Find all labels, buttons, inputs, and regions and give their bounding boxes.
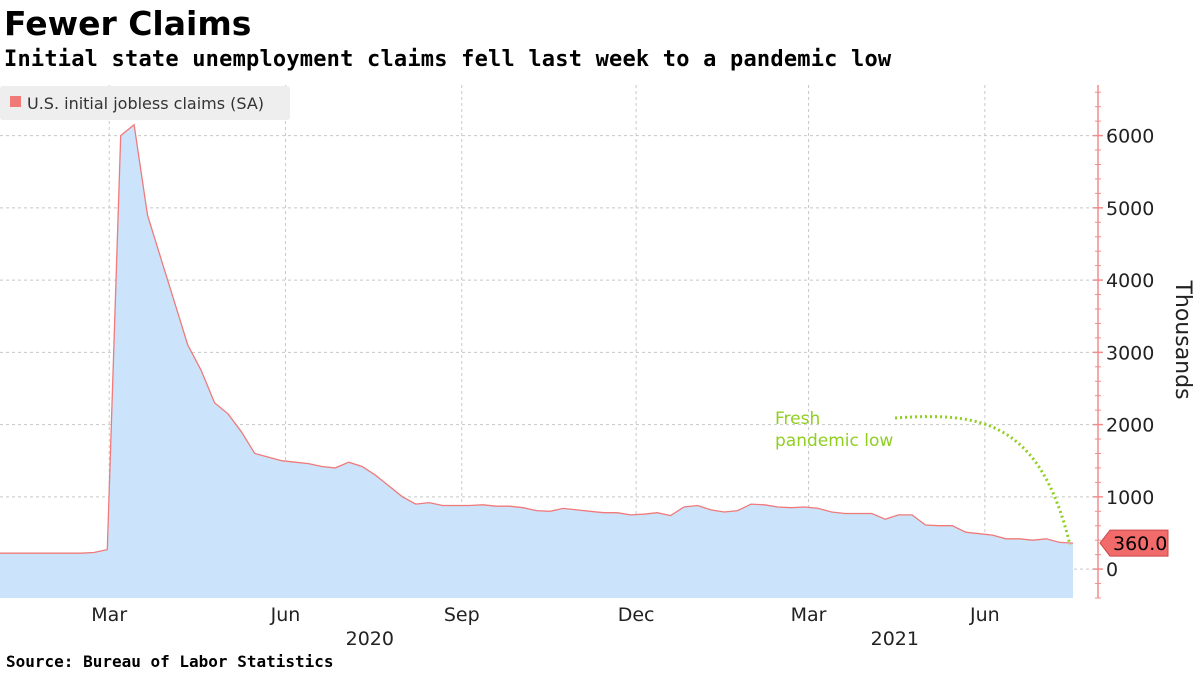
x-tick-label-1: Jun xyxy=(270,604,301,626)
annotation-line-1: Fresh xyxy=(775,409,820,429)
y-axis-label: Thousands xyxy=(1170,279,1195,399)
source-note: Source: Bureau of Labor Statistics xyxy=(6,652,334,671)
annotation: Fresh pandemic low xyxy=(775,409,1072,546)
annotation-line-2: pandemic low xyxy=(775,431,893,451)
y-tick-label-1000: 1000 xyxy=(1106,487,1154,509)
x-year-label-0: 2020 xyxy=(346,628,394,650)
y-tick-label-0: 0 xyxy=(1106,559,1118,581)
y-axis: 0 1000 2000 3000 4000 5000 6000 xyxy=(1093,85,1154,599)
chart-title: Fewer Claims xyxy=(4,4,252,43)
claims-area xyxy=(0,124,1073,598)
annotation-arrow xyxy=(894,415,1072,546)
x-tick-label-3: Dec xyxy=(618,604,655,626)
last-value-badge-shape xyxy=(1099,529,1169,557)
x-tick-label-4: Mar xyxy=(791,604,827,626)
chart-subtitle: Initial state unemployment claims fell l… xyxy=(4,47,892,72)
legend: U.S. initial jobless claims (SA) xyxy=(0,86,290,120)
y-tick-label-4000: 4000 xyxy=(1106,270,1154,292)
legend-background xyxy=(0,86,290,120)
last-value-badge: 360.0 xyxy=(1099,529,1169,557)
legend-swatch xyxy=(10,96,21,107)
legend-label: U.S. initial jobless claims (SA) xyxy=(27,94,264,113)
x-tick-label-5: Jun xyxy=(969,604,1000,626)
x-tick-label-2: Sep xyxy=(444,604,480,626)
x-year-label-1: 2021 xyxy=(871,628,919,650)
y-tick-label-5000: 5000 xyxy=(1106,198,1154,220)
y-tick-label-2000: 2000 xyxy=(1106,415,1154,437)
y-tick-label-6000: 6000 xyxy=(1106,126,1154,148)
x-axis: Mar Jun Sep Dec Mar Jun 2020 2021 xyxy=(91,604,999,650)
last-value-label: 360.0 xyxy=(1113,533,1167,555)
y-tick-label-3000: 3000 xyxy=(1106,342,1154,364)
claims-line xyxy=(0,123,1074,554)
x-tick-label-0: Mar xyxy=(91,604,127,626)
